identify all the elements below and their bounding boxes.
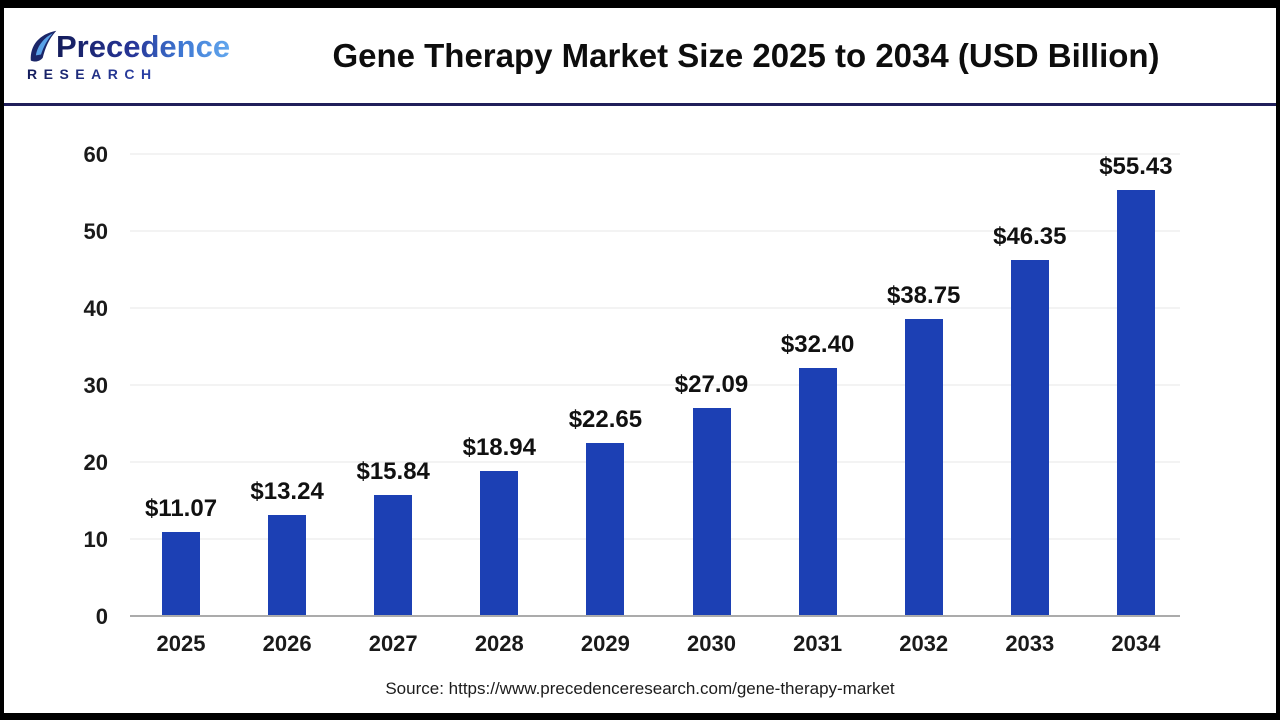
bar-value-label: $13.24 (250, 478, 324, 506)
y-axis-tick-label: 0 (95, 604, 108, 629)
gridline (130, 384, 1180, 386)
y-axis-tick-label: 50 (83, 219, 108, 244)
bar-value-label: $11.07 (144, 494, 218, 522)
y-axis-tick-label: 10 (83, 527, 108, 552)
gridline (130, 230, 1180, 232)
x-axis-tick-label: 2025 (156, 631, 206, 656)
x-axis-tick-label: 2031 (793, 631, 843, 656)
bar (162, 531, 200, 615)
frame-right-border (1276, 0, 1280, 720)
y-axis-labels: 0 10 20 30 40 50 60 (40, 142, 108, 629)
logo-row: Precedence (24, 28, 244, 64)
header-separator-line (4, 103, 1276, 106)
bar-value-label: $32.40 (780, 330, 855, 358)
bar (268, 515, 307, 615)
bar (692, 408, 731, 615)
x-axis-tick-label: 2027 (368, 631, 418, 656)
bar (1010, 260, 1049, 615)
bar (480, 471, 519, 615)
bar (374, 495, 413, 615)
bar (586, 442, 625, 615)
bar-value-label: $55.43 (1099, 153, 1173, 181)
frame-top-border (0, 0, 1280, 8)
x-axis-tick-label: 2034 (1111, 631, 1161, 656)
x-axis-tick-label: 2032 (899, 631, 949, 656)
chart-title: Gene Therapy Market Size 2025 to 2034 (U… (332, 36, 1160, 74)
x-axis-tick-label: 2033 (1005, 631, 1055, 656)
bar-value-label: $27.09 (674, 371, 749, 399)
y-axis-tick-label: 20 (83, 450, 108, 475)
x-axis-line (130, 615, 1180, 617)
frame-bottom-border (0, 713, 1280, 720)
bar (798, 367, 837, 615)
x-axis-tick-label: 2029 (580, 631, 630, 656)
frame-left-border (0, 0, 4, 720)
header: Precedence RESEARCH Gene Therapy Market … (4, 8, 1276, 103)
y-axis-tick-label: 30 (83, 373, 108, 398)
x-axis-tick-label: 2026 (262, 631, 312, 656)
source-text: Source: https://www.precedenceresearch.c… (385, 679, 895, 698)
precedence-research-logo: Precedence RESEARCH (24, 28, 244, 81)
bar-value-label: $22.65 (568, 405, 643, 433)
bar-value-label: $15.84 (356, 458, 430, 486)
bar (1116, 190, 1155, 615)
x-axis-tick-label: 2030 (687, 631, 736, 656)
y-axis-tick-label: 60 (83, 142, 108, 167)
y-axis-tick-label: 40 (83, 296, 108, 321)
bar-value-label: $38.75 (886, 281, 961, 309)
gridline (130, 538, 1180, 540)
logo-sub-text: RESEARCH (24, 67, 244, 81)
gridline (130, 307, 1180, 309)
gridline (130, 153, 1180, 155)
x-axis-labels: 2025 2026 2027 2028 2029 2030 2031 2032 2033 2034 (130, 631, 1180, 661)
logo-brand-text: Precedence (56, 28, 231, 64)
bar-value-label: $46.35 (993, 223, 1067, 251)
gridline (130, 461, 1180, 463)
leaf-logo-icon (30, 30, 57, 62)
x-axis-tick-label: 2028 (474, 631, 524, 656)
bar (904, 318, 943, 615)
plot-area: $11.07 $13.24 $15.84 $18.94 $22.65 $27.09 $32.… (130, 153, 1180, 617)
bar-value-label: $18.94 (462, 434, 536, 462)
